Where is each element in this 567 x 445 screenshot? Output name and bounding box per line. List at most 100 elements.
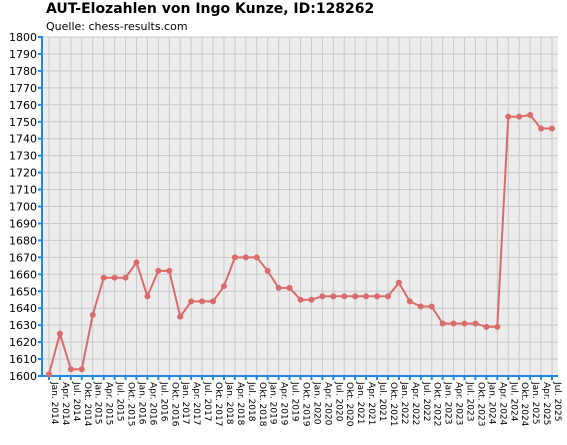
x-tick-label: Jan. 2018 [224, 381, 234, 425]
data-point [384, 293, 391, 300]
y-tick-label: 1750 [9, 116, 37, 129]
x-tick-label: Apr. 2019 [279, 382, 289, 426]
y-tick-label: 1650 [9, 285, 37, 298]
x-tick-label: Jan. 2023 [443, 381, 453, 425]
x-tick-label: Apr. 2024 [497, 382, 507, 426]
data-point [144, 293, 151, 300]
x-tick-label: Okt. 2022 [432, 382, 442, 426]
y-tick-label: 1620 [9, 336, 37, 349]
x-tick-label: Jul. 2025 [552, 381, 562, 422]
x-tick-label: Apr. 2015 [104, 382, 114, 425]
y-tick-label: 1600 [9, 370, 37, 383]
data-point [155, 267, 162, 274]
x-tick-label: Jul. 2022 [421, 381, 431, 422]
chart-subtitle: Quelle: chess-results.com [46, 20, 188, 33]
data-point [472, 320, 479, 327]
data-point [56, 330, 63, 337]
data-point [450, 320, 457, 327]
x-tick-label: Okt. 2024 [519, 382, 529, 427]
y-tick-label: 1670 [9, 251, 37, 264]
data-point [319, 293, 326, 300]
data-point [78, 366, 85, 373]
y-tick-label: 1760 [9, 99, 37, 112]
x-tick-label: Jul. 2016 [158, 381, 168, 422]
data-point [527, 111, 534, 118]
data-point [133, 259, 140, 266]
x-tick-label: Okt. 2018 [257, 382, 267, 427]
data-point [111, 274, 118, 281]
x-tick-label: Jul. 2017 [202, 381, 212, 422]
x-tick-label: Apr. 2023 [454, 382, 464, 425]
data-point [406, 298, 413, 305]
x-tick-label: Jan. 2022 [399, 381, 409, 425]
x-tick-label: Jul. 2014 [71, 381, 81, 422]
y-tick-label: 1770 [9, 82, 37, 95]
y-tick-label: 1740 [9, 133, 37, 146]
data-point [46, 371, 52, 378]
x-tick-label: Jan. 2024 [486, 381, 496, 425]
data-point [516, 113, 523, 120]
y-tick-label: 1780 [9, 65, 37, 78]
data-point [428, 303, 435, 310]
x-tick-label: Jul. 2024 [508, 381, 518, 422]
data-point [374, 293, 381, 300]
x-tick-label: Apr. 2014 [60, 382, 70, 426]
data-point [89, 311, 96, 318]
data-point [100, 274, 107, 281]
x-tick-label: Jan. 2014 [49, 381, 59, 425]
x-tick-label: Okt. 2019 [301, 382, 311, 427]
x-tick-label: Jul. 2019 [290, 381, 300, 422]
y-tick-label: 1700 [9, 201, 37, 214]
data-point [231, 254, 238, 261]
y-tick-label: 1630 [9, 319, 37, 332]
x-tick-label: Jul. 2018 [246, 381, 256, 422]
x-tick-label: Okt. 2014 [82, 382, 92, 427]
data-point [210, 298, 217, 305]
x-tick-label: Okt. 2023 [475, 382, 485, 426]
y-tick-label: 1640 [9, 302, 37, 315]
data-point [264, 267, 271, 274]
data-point [199, 298, 206, 305]
data-point [188, 298, 195, 305]
data-point [67, 366, 74, 373]
data-point [363, 293, 370, 300]
data-point [275, 284, 282, 291]
x-tick-label: Jul. 2021 [377, 381, 387, 422]
x-tick-label: Apr. 2025 [541, 382, 551, 425]
y-tick-label: 1720 [9, 167, 37, 180]
data-point [439, 320, 446, 327]
x-tick-label: Apr. 2016 [147, 382, 157, 426]
x-tick-label: Jan. 2017 [180, 381, 190, 425]
x-tick-label: Jan. 2016 [136, 381, 146, 425]
data-point [417, 303, 424, 310]
data-point [177, 313, 184, 320]
data-point [483, 323, 490, 330]
x-tick-label: Apr. 2018 [235, 382, 245, 426]
x-tick-label: Apr. 2017 [191, 382, 201, 425]
x-tick-label: Okt. 2020 [344, 382, 354, 427]
x-tick-label: Jan. 2021 [355, 381, 365, 425]
x-tick-label: Okt. 2016 [169, 382, 179, 427]
data-point [538, 125, 545, 132]
y-tick-label: 1610 [9, 353, 37, 366]
x-tick-label: Jul. 2023 [465, 381, 475, 422]
x-tick-label: Apr. 2020 [322, 382, 332, 426]
data-point [286, 284, 293, 291]
data-point [549, 125, 555, 132]
data-point [461, 320, 468, 327]
x-tick-label: Apr. 2021 [366, 382, 376, 425]
x-tick-label: Okt. 2021 [388, 382, 398, 426]
x-tick-label: Jan. 2020 [311, 381, 321, 425]
data-point [220, 283, 227, 290]
y-tick-label: 1680 [9, 234, 37, 247]
data-point [330, 293, 337, 300]
x-tick-label: Okt. 2017 [213, 382, 223, 426]
y-tick-label: 1730 [9, 150, 37, 163]
x-tick-label: Jan. 2015 [93, 381, 103, 425]
y-tick-label: 1790 [9, 48, 37, 61]
y-tick-label: 1800 [9, 31, 37, 44]
data-point [341, 293, 348, 300]
data-point [253, 254, 260, 261]
data-point [494, 323, 501, 330]
